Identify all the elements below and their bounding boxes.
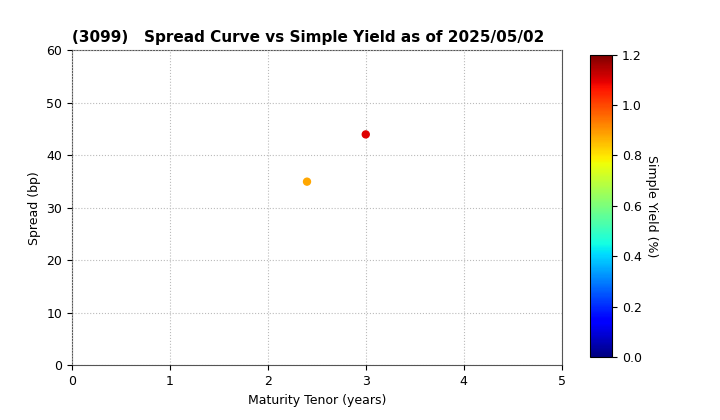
Y-axis label: Simple Yield (%): Simple Yield (%) xyxy=(645,155,658,257)
Point xyxy=(301,178,312,185)
Y-axis label: Spread (bp): Spread (bp) xyxy=(28,171,41,245)
Point xyxy=(360,131,372,138)
Text: (3099)   Spread Curve vs Simple Yield as of 2025/05/02: (3099) Spread Curve vs Simple Yield as o… xyxy=(72,30,544,45)
X-axis label: Maturity Tenor (years): Maturity Tenor (years) xyxy=(248,394,386,407)
